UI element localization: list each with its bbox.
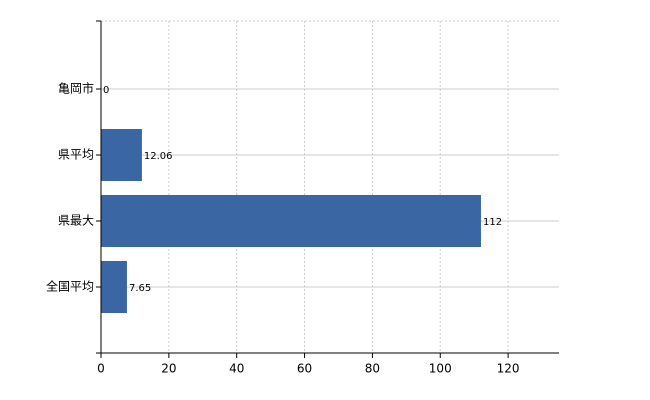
y-tick-label: 県平均 xyxy=(58,148,94,162)
y-tick-label: 県最大 xyxy=(58,214,94,228)
bar xyxy=(101,129,142,181)
value-label: 0 xyxy=(103,85,109,96)
y-tick-label: 全国平均 xyxy=(46,279,94,294)
x-tick-label: 20 xyxy=(161,362,176,376)
bar xyxy=(101,195,481,247)
x-tick-label: 100 xyxy=(429,362,452,376)
x-tick-label: 40 xyxy=(229,362,244,376)
value-label: 112 xyxy=(483,217,502,228)
value-label: 12.06 xyxy=(144,151,173,162)
x-tick-label: 0 xyxy=(97,362,105,376)
x-tick-label: 120 xyxy=(497,362,520,376)
y-tick-label: 亀岡市 xyxy=(58,81,94,96)
x-tick-label: 60 xyxy=(297,362,312,376)
value-label: 7.65 xyxy=(129,283,151,294)
bar xyxy=(101,261,127,313)
x-tick-label: 80 xyxy=(365,362,380,376)
